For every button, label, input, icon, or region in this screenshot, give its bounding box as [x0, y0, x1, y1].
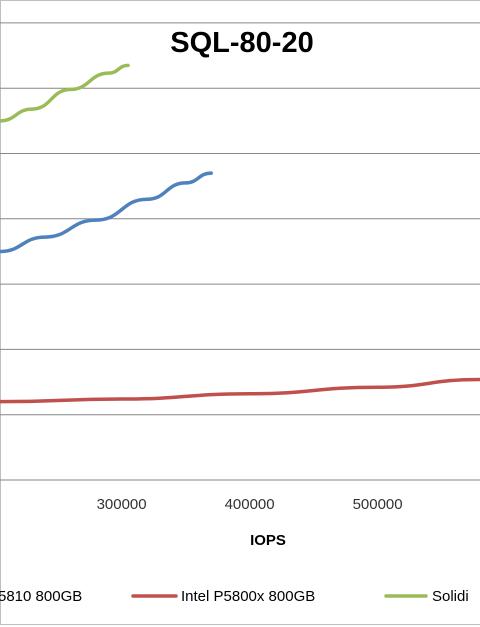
chart-title: SQL-80-20 — [170, 27, 313, 59]
x-tick-labels: 30000040000050000060000 — [97, 496, 403, 513]
series-line-1 — [0, 171, 213, 254]
series-line-3 — [0, 63, 130, 123]
legend: 5810 800GB Intel P5800x 800GB Solidi — [0, 588, 469, 605]
legend-label-2: Intel P5800x 800GB — [181, 588, 315, 605]
x-tick-label: 400000 — [225, 496, 275, 513]
x-tick-label: 300000 — [97, 496, 147, 513]
x-axis-label: IOPS — [250, 532, 286, 549]
x-tick-label: 500000 — [353, 496, 403, 513]
legend-label-3: Solidi — [432, 588, 469, 605]
legend-label-1: 5810 800GB — [0, 588, 82, 605]
